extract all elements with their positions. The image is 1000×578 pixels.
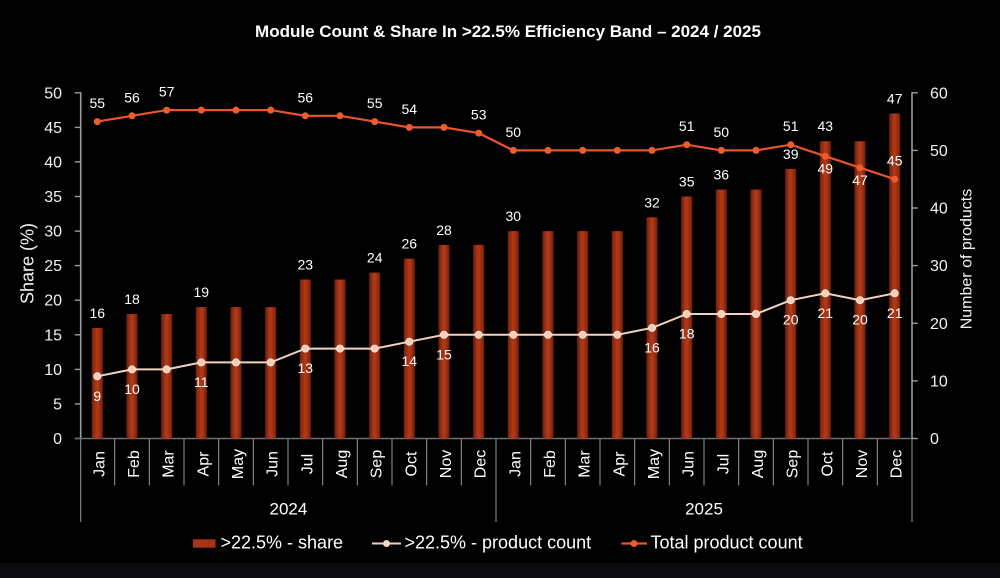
svg-text:Jul: Jul <box>715 454 732 474</box>
svg-text:14: 14 <box>402 353 418 369</box>
svg-text:60: 60 <box>930 85 948 102</box>
svg-text:9: 9 <box>93 388 101 404</box>
svg-text:2024: 2024 <box>269 500 307 519</box>
svg-text:53: 53 <box>471 107 487 123</box>
svg-text:56: 56 <box>298 89 314 105</box>
svg-text:Dec: Dec <box>889 450 906 478</box>
svg-text:18: 18 <box>679 326 695 342</box>
svg-text:Number of products: Number of products <box>959 189 976 330</box>
svg-text:36: 36 <box>714 167 730 183</box>
svg-text:>22.5% - share: >22.5% - share <box>221 533 344 553</box>
svg-text:40: 40 <box>44 154 62 171</box>
svg-text:49: 49 <box>818 161 834 177</box>
svg-text:30: 30 <box>44 224 62 241</box>
svg-text:50: 50 <box>930 143 948 160</box>
svg-text:Aug: Aug <box>334 450 351 478</box>
svg-text:May: May <box>230 449 247 479</box>
svg-text:Jan: Jan <box>91 451 108 477</box>
svg-text:18: 18 <box>124 291 140 307</box>
svg-text:16: 16 <box>644 339 660 355</box>
svg-text:May: May <box>646 449 663 479</box>
svg-text:43: 43 <box>818 118 834 134</box>
svg-text:Oct: Oct <box>819 451 836 476</box>
svg-text:50: 50 <box>506 124 522 140</box>
svg-text:32: 32 <box>644 194 660 210</box>
svg-text:51: 51 <box>679 118 695 134</box>
svg-text:Aug: Aug <box>750 450 767 478</box>
svg-text:Sep: Sep <box>785 450 802 479</box>
svg-text:39: 39 <box>783 146 799 162</box>
svg-text:45: 45 <box>887 153 903 169</box>
svg-text:57: 57 <box>159 84 175 100</box>
svg-text:10: 10 <box>44 362 62 379</box>
svg-text:30: 30 <box>506 208 522 224</box>
svg-text:Mar: Mar <box>161 450 178 478</box>
svg-text:40: 40 <box>930 201 948 218</box>
svg-text:56: 56 <box>124 89 140 105</box>
svg-text:55: 55 <box>367 95 383 111</box>
svg-text:23: 23 <box>298 257 314 273</box>
svg-text:21: 21 <box>818 305 834 321</box>
svg-text:20: 20 <box>44 293 62 310</box>
svg-text:20: 20 <box>852 312 868 328</box>
svg-text:5: 5 <box>53 396 62 413</box>
svg-text:Dec: Dec <box>473 450 490 478</box>
svg-text:24: 24 <box>367 250 383 266</box>
svg-text:10: 10 <box>124 381 140 397</box>
svg-text:11: 11 <box>194 374 209 390</box>
svg-text:50: 50 <box>714 124 730 140</box>
svg-text:Apr: Apr <box>611 451 628 477</box>
svg-text:Jun: Jun <box>681 451 698 477</box>
svg-text:21: 21 <box>887 305 903 321</box>
svg-text:Total product count: Total product count <box>651 533 803 553</box>
svg-text:35: 35 <box>44 189 62 206</box>
svg-text:35: 35 <box>679 174 695 190</box>
svg-text:Module Count & Share In >22.5%: Module Count & Share In >22.5% Efficienc… <box>255 22 761 41</box>
svg-text:15: 15 <box>436 346 452 362</box>
svg-text:20: 20 <box>783 312 799 328</box>
svg-text:26: 26 <box>402 236 418 252</box>
svg-text:13: 13 <box>298 360 314 376</box>
svg-text:30: 30 <box>930 258 948 275</box>
svg-text:16: 16 <box>90 305 106 321</box>
svg-text:10: 10 <box>930 373 948 390</box>
svg-text:50: 50 <box>44 85 62 102</box>
svg-text:Jul: Jul <box>299 454 316 474</box>
svg-text:54: 54 <box>402 101 418 117</box>
svg-text:19: 19 <box>194 284 210 300</box>
svg-text:Oct: Oct <box>403 451 420 476</box>
svg-text:28: 28 <box>436 222 452 238</box>
svg-text:0: 0 <box>930 431 939 448</box>
svg-text:51: 51 <box>783 118 799 134</box>
svg-text:Apr: Apr <box>195 451 212 477</box>
svg-text:0: 0 <box>53 431 62 448</box>
svg-text:47: 47 <box>852 172 868 188</box>
svg-text:>22.5% - product count: >22.5% - product count <box>405 533 592 553</box>
svg-text:45: 45 <box>44 120 62 137</box>
svg-text:55: 55 <box>90 95 106 111</box>
svg-text:25: 25 <box>44 258 62 275</box>
svg-text:Nov: Nov <box>438 450 455 478</box>
svg-text:Feb: Feb <box>542 450 559 478</box>
svg-text:Sep: Sep <box>369 450 386 479</box>
svg-text:Feb: Feb <box>126 450 143 478</box>
svg-text:Jun: Jun <box>265 451 282 477</box>
svg-text:15: 15 <box>44 327 62 344</box>
svg-text:Share (%): Share (%) <box>18 223 38 304</box>
svg-text:Jan: Jan <box>507 451 524 477</box>
svg-text:Mar: Mar <box>577 450 594 478</box>
svg-text:20: 20 <box>930 316 948 333</box>
svg-text:2025: 2025 <box>685 500 723 519</box>
svg-text:Nov: Nov <box>854 450 871 478</box>
svg-text:47: 47 <box>887 91 903 107</box>
